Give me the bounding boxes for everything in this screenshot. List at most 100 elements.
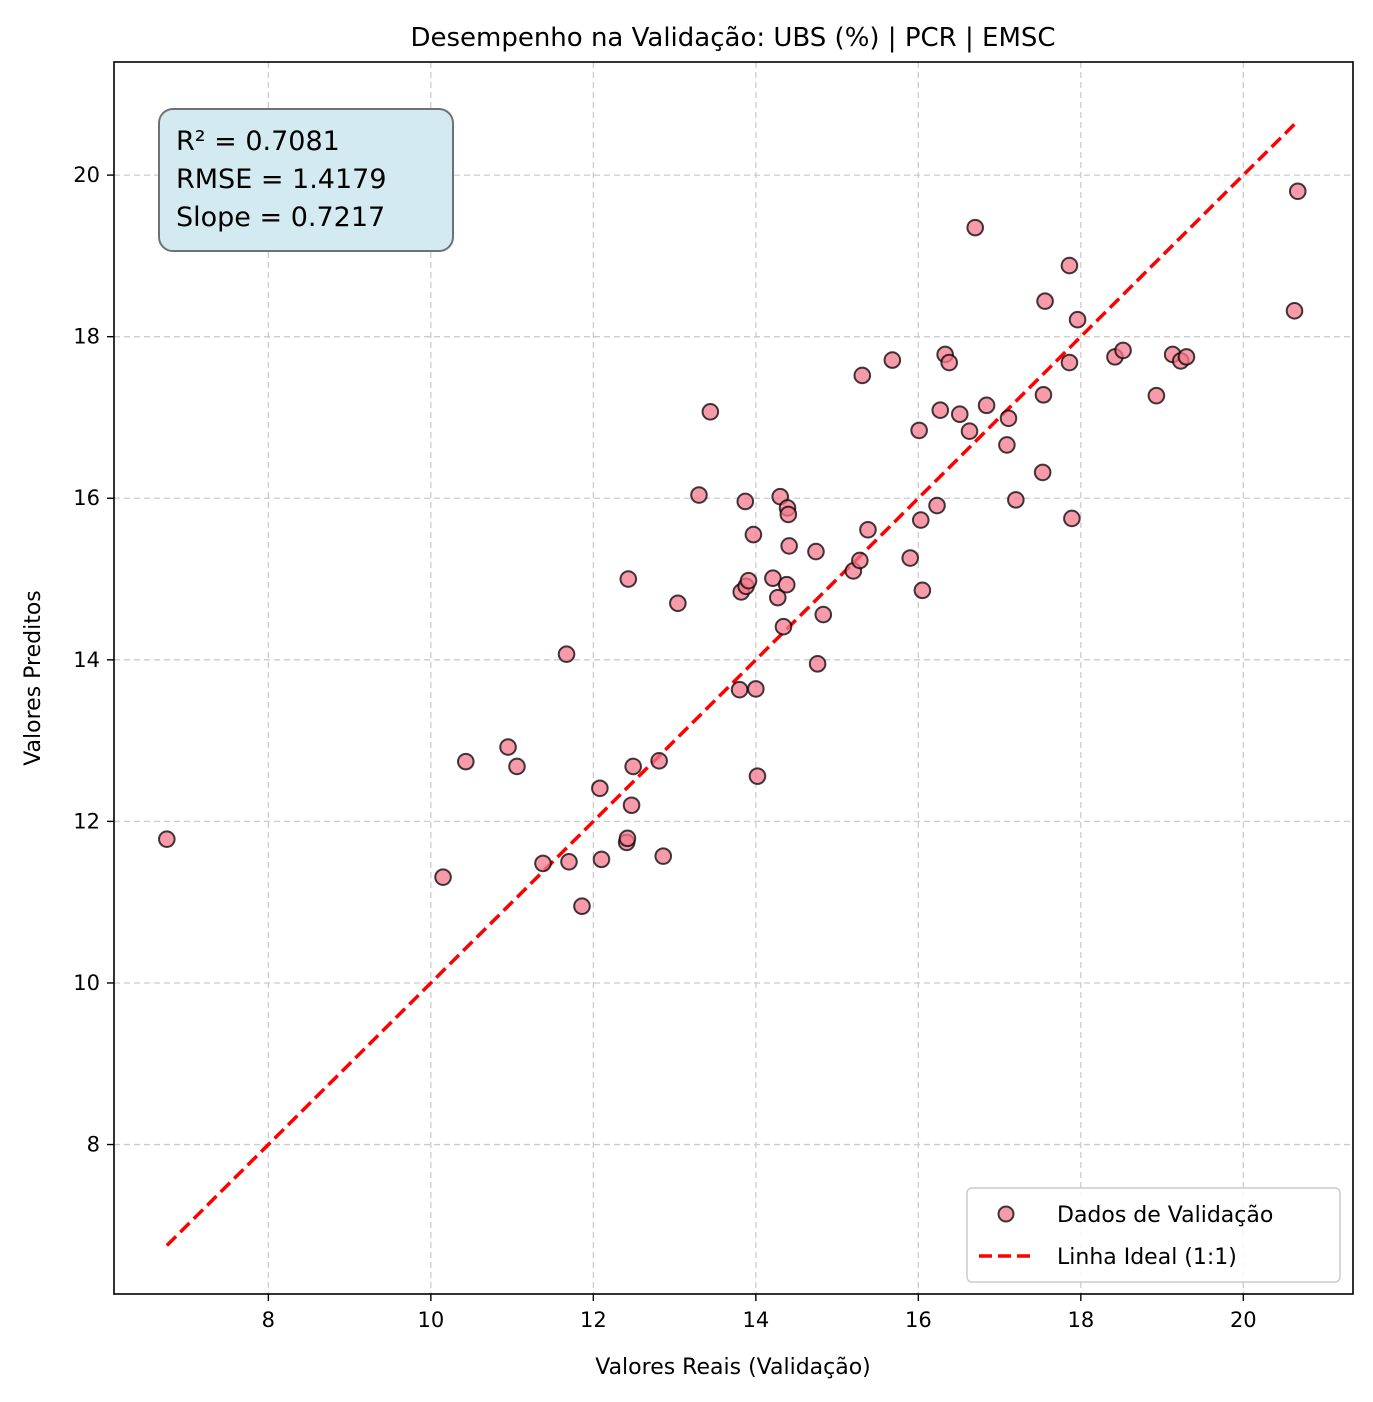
- data-point: [744, 525, 763, 544]
- data-point: [739, 571, 758, 590]
- data-point: [808, 655, 827, 673]
- data-point: [859, 520, 877, 539]
- data-point: [1060, 256, 1079, 275]
- data-point: [690, 486, 708, 504]
- x-axis-title: Valores Reais (Validação): [595, 1355, 871, 1380]
- y-tick-label: 10: [73, 971, 100, 995]
- data-point: [950, 405, 969, 424]
- data-point: [998, 436, 1016, 454]
- data-point: [1007, 491, 1025, 509]
- data-point: [654, 847, 673, 865]
- data-point: [158, 830, 176, 848]
- data-point: [1068, 310, 1087, 329]
- x-axis-ticks: 8 10 12 14 16 18 20: [262, 1294, 1257, 1332]
- x-tick-label: 10: [417, 1308, 444, 1332]
- data-point: [901, 549, 920, 567]
- data-point: [456, 752, 475, 771]
- y-axis-ticks: 8 10 12 14 16 18 20: [73, 163, 114, 1157]
- x-tick-label: 8: [262, 1308, 275, 1332]
- legend-label-scatter: Dados de Validação: [1057, 1203, 1273, 1228]
- data-point: [747, 680, 765, 698]
- data-point: [499, 738, 517, 756]
- stats-box-background: [158, 108, 454, 252]
- data-point: [622, 796, 641, 815]
- data-point: [508, 757, 526, 776]
- data-point: [669, 594, 687, 613]
- y-tick-label: 14: [73, 648, 100, 672]
- data-point: [1177, 348, 1196, 366]
- stats-slope: Slope = 0.7217: [176, 202, 385, 233]
- data-point: [560, 852, 578, 871]
- data-point: [853, 366, 872, 385]
- y-tick-label: 12: [73, 809, 100, 833]
- data-point: [701, 403, 720, 421]
- legend-box: [966, 1187, 1341, 1283]
- legend: Dados de Validação Linha Ideal (1:1): [966, 1187, 1341, 1283]
- data-point: [592, 850, 611, 869]
- data-point: [1063, 509, 1081, 528]
- data-point: [748, 767, 767, 785]
- data-point: [768, 588, 787, 607]
- data-point: [777, 575, 796, 594]
- data-point: [650, 752, 668, 770]
- data-point: [1114, 341, 1132, 360]
- ideal-line-layer: [165, 122, 1296, 1247]
- data-point: [557, 645, 576, 663]
- data-point: [883, 351, 902, 369]
- data-point: [1060, 353, 1079, 372]
- data-point: [1034, 386, 1053, 404]
- data-point: [736, 492, 755, 511]
- data-point: [573, 897, 591, 916]
- data-point: [618, 829, 637, 848]
- data-point: [619, 570, 638, 588]
- ideal-line: [165, 122, 1296, 1247]
- y-axis-title: Valores Preditos: [21, 590, 46, 766]
- data-point: [910, 421, 928, 440]
- legend-label-line: Linha Ideal (1:1): [1057, 1245, 1237, 1270]
- data-point: [779, 505, 798, 524]
- data-point: [911, 511, 930, 529]
- x-tick-label: 16: [905, 1308, 932, 1332]
- y-tick-label: 20: [73, 163, 100, 187]
- data-point: [534, 854, 552, 873]
- data-point: [1036, 292, 1054, 310]
- data-point: [774, 617, 793, 636]
- chart-title: Desempenho na Validação: UBS (%) | PCR |…: [410, 23, 1055, 53]
- y-tick-label: 16: [73, 486, 100, 510]
- data-point: [851, 551, 869, 570]
- data-point: [1285, 302, 1304, 320]
- data-point: [960, 422, 979, 440]
- data-point: [977, 396, 996, 415]
- grid: [114, 62, 1353, 1294]
- data-point: [1033, 463, 1052, 482]
- x-tick-label: 20: [1230, 1308, 1257, 1332]
- data-point: [966, 218, 985, 237]
- data-point: [931, 401, 950, 419]
- data-point: [730, 680, 749, 699]
- data-point: [913, 581, 932, 600]
- data-point: [928, 496, 946, 515]
- data-point: [940, 353, 959, 372]
- data-point: [807, 542, 825, 561]
- data-point: [999, 409, 1018, 428]
- x-tick-label: 18: [1067, 1308, 1094, 1332]
- plot-frame: [113, 61, 1354, 1295]
- stats-box: R² = 0.7081 RMSE = 1.4179 Slope = 0.7217: [158, 108, 454, 252]
- x-tick-label: 14: [742, 1308, 769, 1332]
- stats-rmse: RMSE = 1.4179: [176, 164, 387, 195]
- y-tick-label: 8: [87, 1133, 100, 1157]
- data-point: [780, 537, 798, 555]
- data-point: [814, 605, 833, 624]
- data-point: [1147, 386, 1166, 405]
- stats-r2: R² = 0.7081: [176, 126, 340, 157]
- data-point: [434, 868, 452, 886]
- data-points: [158, 182, 1307, 916]
- data-point: [764, 569, 782, 588]
- x-tick-label: 12: [580, 1308, 607, 1332]
- y-tick-label: 18: [73, 325, 100, 349]
- data-point: [624, 757, 642, 776]
- data-point: [591, 779, 609, 798]
- legend-marker-scatter: [997, 1205, 1015, 1223]
- data-point: [1288, 182, 1307, 201]
